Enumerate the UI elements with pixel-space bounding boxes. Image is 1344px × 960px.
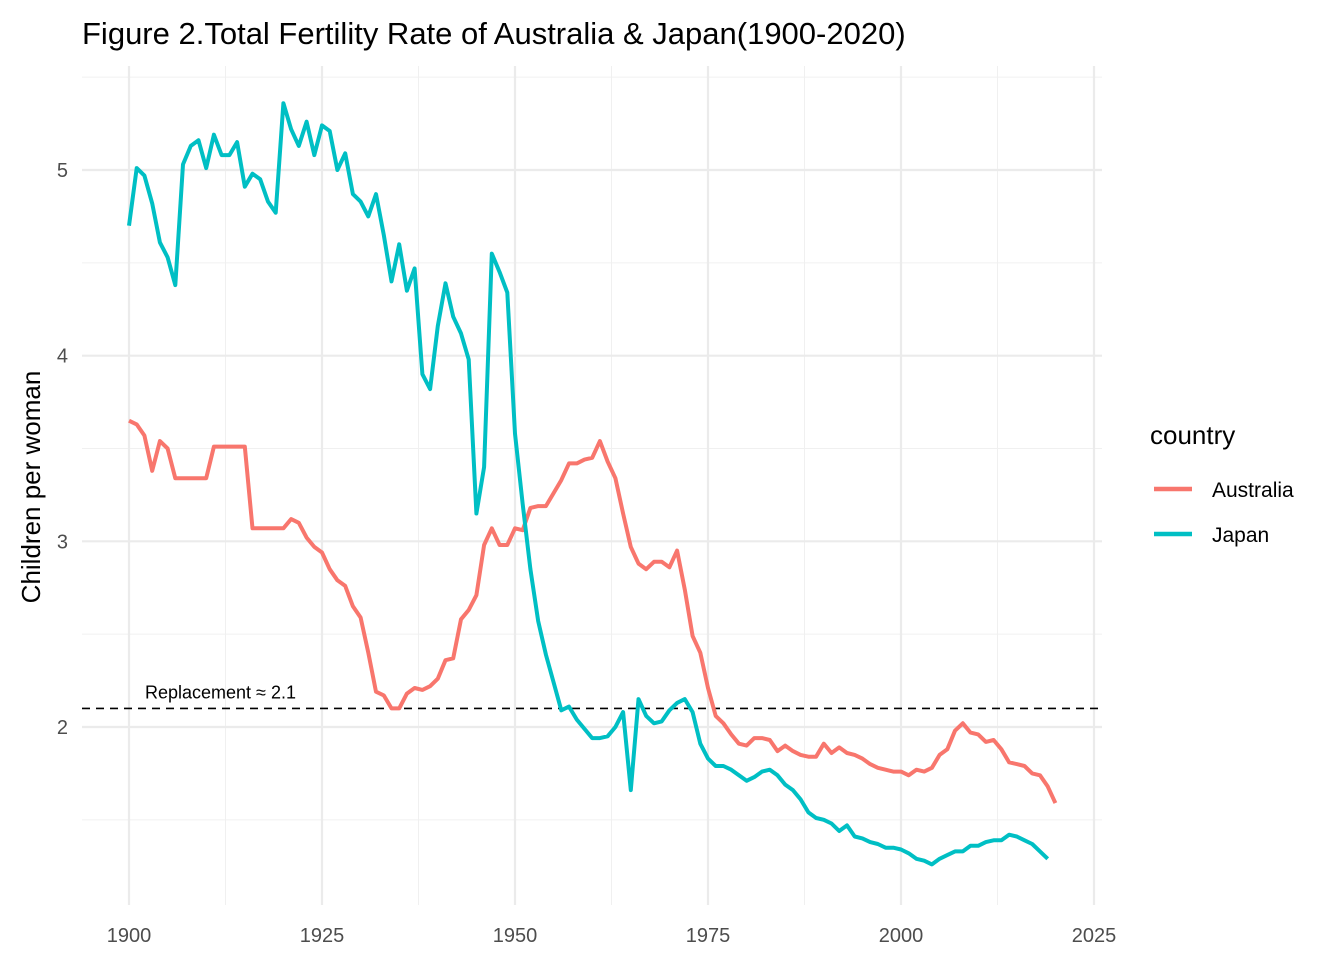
y-tick-label: 2: [57, 717, 68, 739]
y-axis-label: Children per woman: [16, 371, 46, 604]
replacement-annotation: Replacement ≈ 2.1: [145, 682, 296, 702]
chart-title: Figure 2.Total Fertility Rate of Austral…: [82, 16, 906, 51]
y-tick-label: 3: [57, 531, 68, 553]
legend-items: Australia Japan: [1154, 479, 1294, 547]
series-layer: [127, 101, 1058, 867]
x-tick-label: 1950: [493, 925, 538, 947]
y-axis-ticks: 2 3 4 5: [57, 160, 68, 739]
x-tick-label: 1925: [300, 925, 345, 947]
x-tick-label: 2025: [1072, 925, 1117, 947]
minor-gridlines: [82, 66, 1102, 905]
legend-label-japan: Japan: [1212, 524, 1269, 547]
series-line-japan: [127, 101, 1050, 867]
legend-label-australia: Australia: [1212, 479, 1294, 502]
legend: country Australia Japan: [1150, 420, 1294, 547]
major-gridlines: [82, 66, 1102, 905]
x-tick-label: 2000: [879, 925, 924, 947]
x-tick-label: 1975: [686, 925, 731, 947]
y-tick-label: 4: [57, 346, 68, 368]
x-axis-ticks: 1900 1925 1950 1975 2000 2025: [107, 925, 1117, 947]
series-line-australia: [128, 418, 1058, 804]
y-tick-label: 5: [57, 160, 68, 182]
legend-title: country: [1150, 420, 1235, 450]
x-tick-label: 1900: [107, 925, 152, 947]
replacement-reference: Replacement ≈ 2.1: [82, 682, 1102, 710]
